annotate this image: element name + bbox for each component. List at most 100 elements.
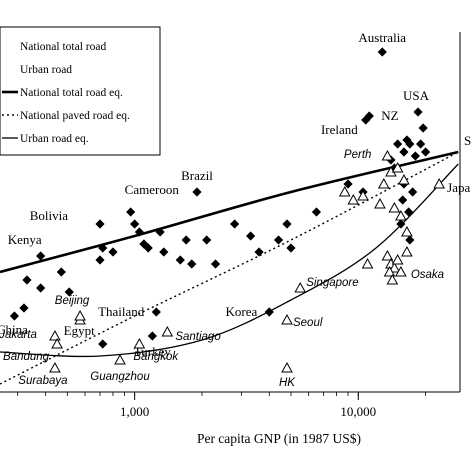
national-road-point bbox=[19, 303, 29, 313]
urban-road-point bbox=[49, 361, 61, 373]
urban-road-point bbox=[394, 209, 407, 221]
urban-road-point bbox=[401, 245, 413, 257]
point-label: Kenya bbox=[8, 232, 42, 247]
national-road-point bbox=[181, 235, 191, 245]
point-label: Brazil bbox=[181, 168, 213, 183]
national-road-point bbox=[377, 47, 387, 57]
urban-road-point bbox=[388, 201, 401, 213]
point-label: Jakarta bbox=[0, 329, 37, 341]
legend-entry-label: National total road bbox=[20, 41, 106, 53]
national-road-point bbox=[361, 115, 371, 125]
legend-entry-label: Urban road bbox=[20, 64, 72, 76]
national-road-point bbox=[9, 311, 20, 321]
urban-road-point bbox=[281, 361, 293, 373]
urban-road-point bbox=[347, 193, 360, 205]
urban-road-point bbox=[361, 257, 374, 269]
national-road-point bbox=[95, 219, 105, 229]
national-road-point bbox=[421, 147, 431, 157]
urban-road-point bbox=[294, 281, 307, 293]
data-points bbox=[9, 47, 446, 373]
urban-road-point bbox=[161, 325, 174, 337]
point-label: Bangkok bbox=[133, 351, 179, 363]
point-label: Santiago bbox=[175, 331, 221, 343]
urban-road-point bbox=[398, 173, 410, 185]
regression-line-dotted bbox=[0, 151, 459, 385]
point-label: HK bbox=[279, 377, 296, 389]
national-road-point bbox=[273, 235, 284, 245]
national-road-point bbox=[36, 283, 46, 293]
urban-road-point bbox=[394, 265, 407, 277]
national-road-point bbox=[159, 247, 169, 257]
urban-road-point bbox=[381, 149, 394, 161]
national-road-point bbox=[56, 267, 66, 277]
national-road-point bbox=[202, 235, 212, 245]
point-label: Thailand bbox=[98, 304, 145, 319]
point-label: Australia bbox=[358, 30, 406, 45]
national-road-point bbox=[230, 219, 240, 229]
legend: National total road Urban road National to… bbox=[0, 26, 161, 156]
urban-road-point bbox=[133, 337, 146, 349]
point-label: Korea bbox=[226, 304, 258, 319]
legend-entry-label: National total road eq. bbox=[20, 87, 123, 99]
national-road-point bbox=[108, 247, 118, 257]
national-road-point bbox=[405, 235, 415, 245]
national-road-point bbox=[155, 227, 165, 237]
national-road-point bbox=[98, 339, 108, 349]
national-road-point bbox=[192, 187, 202, 197]
national-road-point bbox=[147, 331, 157, 341]
point-label: Ireland bbox=[321, 122, 358, 137]
national-road-point bbox=[398, 195, 408, 205]
point-label: Egypt bbox=[64, 323, 95, 338]
point-label: Perth bbox=[344, 149, 372, 161]
national-road-point bbox=[396, 219, 406, 229]
urban-road-point bbox=[51, 337, 63, 349]
national-road-point bbox=[264, 307, 274, 317]
national-road-point bbox=[416, 139, 426, 149]
national-road-point bbox=[246, 231, 256, 241]
national-road-point bbox=[393, 139, 403, 149]
national-road-point bbox=[418, 123, 428, 133]
national-road-point bbox=[286, 243, 296, 253]
urban-road-point bbox=[74, 309, 86, 321]
national-road-point bbox=[311, 207, 322, 217]
urban-road-point bbox=[386, 273, 399, 285]
national-road-point bbox=[410, 151, 420, 161]
point-label: Seoul bbox=[293, 317, 323, 329]
urban-road-point bbox=[374, 197, 386, 209]
point-label: NZ bbox=[381, 108, 398, 123]
national-road-point bbox=[282, 219, 292, 229]
point-label: Bolivia bbox=[30, 208, 69, 223]
national-road-point bbox=[98, 243, 108, 253]
national-road-point bbox=[402, 135, 412, 145]
point-label: Singapore bbox=[306, 277, 358, 289]
urban-road-point bbox=[391, 161, 404, 173]
point-label: Beijing bbox=[55, 295, 90, 307]
point-label: China bbox=[0, 322, 28, 337]
legend-entry-label: National paved road eq. bbox=[20, 110, 130, 122]
urban-road-point bbox=[281, 313, 293, 325]
point-label: Bandung bbox=[3, 351, 50, 363]
point-label: Japa bbox=[447, 180, 470, 195]
national-road-point bbox=[405, 139, 415, 149]
point-label: S bbox=[464, 133, 471, 148]
national-road-point bbox=[134, 227, 144, 237]
national-road-point bbox=[413, 107, 423, 117]
urban-road-point bbox=[391, 253, 404, 265]
urban-road-point bbox=[114, 353, 126, 365]
national-road-point bbox=[254, 247, 264, 257]
national-road-point bbox=[22, 275, 32, 285]
x-axis-title: Per capita GNP (in 1987 US$) bbox=[197, 431, 361, 446]
urban-road-point bbox=[357, 189, 369, 201]
national-road-point bbox=[36, 251, 46, 261]
urban-road-point bbox=[381, 249, 394, 261]
urban-road-point bbox=[338, 185, 351, 197]
national-road-point bbox=[408, 187, 418, 197]
point-label: Guangzhou bbox=[90, 371, 150, 383]
national-road-point bbox=[130, 219, 140, 229]
point-label: Osaka bbox=[411, 269, 444, 281]
regression-line-solid-thin bbox=[0, 163, 459, 358]
national-road-point bbox=[187, 259, 197, 269]
urban-road-point bbox=[383, 265, 396, 277]
national-road-point bbox=[404, 207, 414, 217]
